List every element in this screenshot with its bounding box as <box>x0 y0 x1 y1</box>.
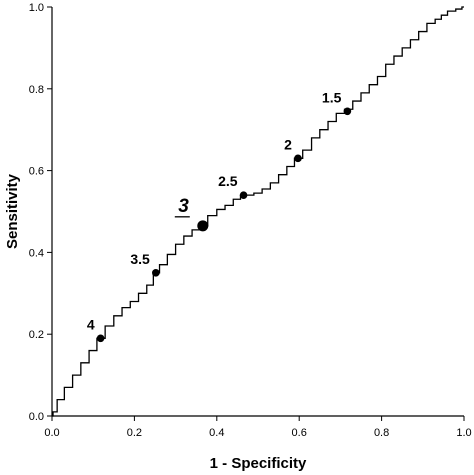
x-tick-label: 0.6 <box>292 427 307 439</box>
y-axis-title: Sensitivity <box>4 173 21 249</box>
x-axis-title: 1 - Specificity <box>210 455 307 472</box>
x-tick-label: 0.0 <box>44 427 59 439</box>
y-tick-label: 0.0 <box>29 411 44 423</box>
y-tick-label: 0.6 <box>29 166 44 178</box>
y-tick-label: 0.8 <box>29 84 44 96</box>
threshold-label: 2.5 <box>218 173 238 189</box>
x-tick-label: 0.4 <box>209 427 224 439</box>
axes <box>51 7 464 417</box>
x-tick-label: 1.0 <box>456 427 471 439</box>
threshold-label: 3.5 <box>130 251 150 267</box>
threshold-point <box>294 154 302 163</box>
threshold-point <box>96 334 105 343</box>
y-tick-label: 0.4 <box>29 247 44 259</box>
x-tick-label: 0.8 <box>374 427 389 439</box>
threshold-label: 4 <box>87 316 95 332</box>
threshold-point <box>343 107 352 116</box>
x-tick-label: 0.2 <box>127 427 142 439</box>
threshold-point <box>239 191 248 199</box>
threshold-label: 1.5 <box>322 89 342 105</box>
y-tick-label: 0.2 <box>29 329 44 341</box>
threshold-label: 3 <box>178 196 189 217</box>
threshold-label: 2 <box>284 136 292 152</box>
threshold-points: 4 3.5 3 2.5 2 1.5 <box>87 89 352 343</box>
threshold-point <box>152 269 160 277</box>
y-tick-label: 1.0 <box>29 2 44 14</box>
threshold-point <box>197 220 209 232</box>
ticks: 0.0 0.2 0.4 0.6 0.8 1.0 0.0 0.2 0.4 0.6 0.8 1.0 <box>29 2 472 439</box>
roc-curve <box>52 6 464 417</box>
